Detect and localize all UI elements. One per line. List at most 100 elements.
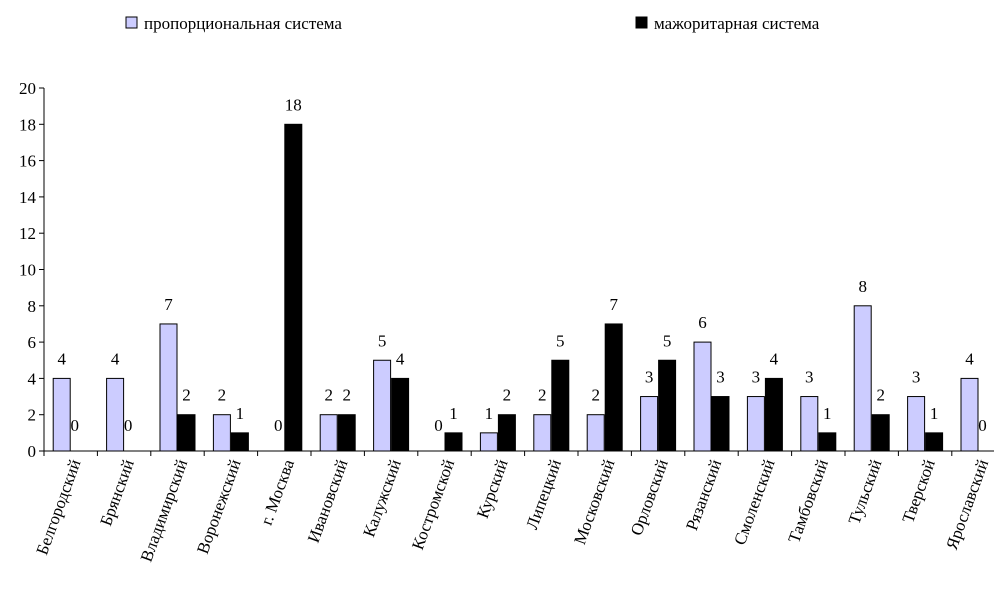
y-axis: 0 2 4 6 8 10 12 14 16 18 20 bbox=[19, 79, 45, 461]
bar-majoritarian bbox=[604, 323, 623, 452]
legend: пропорциональная система мажоритарная си… bbox=[125, 14, 820, 33]
x-category-label: Липецкий bbox=[522, 457, 565, 532]
bar-proportional bbox=[960, 377, 979, 452]
y-tick-label: 20 bbox=[19, 79, 36, 98]
value-label-majoritarian: 7 bbox=[609, 295, 618, 314]
value-label-proportional: 0 bbox=[274, 416, 283, 435]
value-label-majoritarian: 1 bbox=[930, 404, 939, 423]
y-tick-label: 16 bbox=[19, 152, 36, 171]
value-label-majoritarian: 4 bbox=[770, 349, 779, 368]
bar-proportional bbox=[853, 305, 872, 452]
bar-majoritarian bbox=[337, 414, 356, 452]
value-label-majoritarian: 5 bbox=[663, 331, 672, 350]
value-label-majoritarian: 2 bbox=[503, 386, 512, 405]
value-label-proportional: 8 bbox=[858, 277, 867, 296]
bar-proportional bbox=[586, 414, 605, 452]
x-category-label: Белгородский bbox=[32, 457, 84, 557]
value-label-proportional: 3 bbox=[805, 368, 814, 387]
value-label-majoritarian: 18 bbox=[285, 95, 302, 114]
x-category-label: Тверской bbox=[898, 457, 938, 526]
bar-proportional bbox=[746, 396, 765, 452]
y-tick-label: 2 bbox=[28, 406, 37, 425]
value-label-majoritarian: 2 bbox=[182, 386, 191, 405]
x-category-label: Воронежский bbox=[193, 457, 245, 556]
bar-majoritarian bbox=[658, 359, 677, 452]
value-label-proportional: 3 bbox=[912, 368, 921, 387]
x-category-label: Ивановский bbox=[304, 457, 352, 545]
value-label-proportional: 6 bbox=[698, 313, 707, 332]
x-category-label: Курский bbox=[473, 457, 512, 521]
bar-majoritarian bbox=[444, 432, 463, 452]
legend-swatch-majoritarian bbox=[635, 16, 648, 29]
bar-proportional bbox=[693, 341, 712, 452]
bar-majoritarian bbox=[925, 432, 944, 452]
value-label-majoritarian: 3 bbox=[716, 368, 725, 387]
bar-majoritarian bbox=[284, 123, 303, 452]
x-category-label: Калужский bbox=[359, 457, 405, 540]
y-tick-label: 6 bbox=[28, 333, 37, 352]
bar-majoritarian bbox=[818, 432, 837, 452]
legend-swatch-proportional bbox=[125, 16, 138, 29]
bar-majoritarian bbox=[764, 377, 783, 452]
value-label-proportional: 3 bbox=[752, 368, 761, 387]
y-tick-label: 12 bbox=[19, 224, 36, 243]
value-label-proportional: 3 bbox=[645, 368, 654, 387]
x-category-label: Рязанский bbox=[682, 457, 725, 533]
value-label-proportional: 0 bbox=[434, 416, 443, 435]
x-category-label: Ярославский bbox=[942, 457, 992, 552]
value-label-proportional: 5 bbox=[378, 331, 387, 350]
bar-proportional bbox=[319, 414, 338, 452]
value-label-proportional: 2 bbox=[591, 386, 600, 405]
value-label-proportional: 2 bbox=[324, 386, 333, 405]
legend-label-majoritarian: мажоритарная система bbox=[654, 14, 820, 33]
bar-proportional bbox=[212, 414, 231, 452]
x-category-label: Костромской bbox=[408, 457, 458, 552]
y-tick-label: 8 bbox=[28, 297, 37, 316]
value-label-majoritarian: 0 bbox=[124, 416, 133, 435]
bar-majoritarian bbox=[497, 414, 516, 452]
value-label-proportional: 2 bbox=[218, 386, 227, 405]
value-label-majoritarian: 0 bbox=[978, 416, 987, 435]
bar-majoritarian bbox=[391, 377, 410, 452]
bar-majoritarian bbox=[177, 414, 196, 452]
legend-label-proportional: пропорциональная система bbox=[144, 14, 342, 33]
x-axis bbox=[43, 450, 994, 456]
y-tick-label: 0 bbox=[28, 442, 37, 461]
value-label-majoritarian: 2 bbox=[342, 386, 351, 405]
y-tick-label: 4 bbox=[28, 369, 37, 388]
bar-proportional bbox=[106, 377, 125, 452]
x-category-label: Московский bbox=[570, 457, 618, 547]
x-category-label: Брянский bbox=[96, 457, 138, 529]
value-label-proportional: 4 bbox=[111, 349, 120, 368]
bar-proportional bbox=[52, 377, 71, 452]
x-category-label: Тамбовский bbox=[784, 457, 832, 546]
bar-majoritarian bbox=[230, 432, 249, 452]
value-label-majoritarian: 1 bbox=[449, 404, 458, 423]
bar-proportional bbox=[800, 396, 819, 452]
bar-majoritarian bbox=[711, 396, 730, 452]
value-label-majoritarian: 4 bbox=[396, 349, 405, 368]
value-label-majoritarian: 1 bbox=[823, 404, 832, 423]
value-label-majoritarian: 2 bbox=[876, 386, 885, 405]
bar-majoritarian bbox=[551, 359, 570, 452]
x-category-label: Тульский bbox=[845, 457, 886, 527]
bar-majoritarian bbox=[871, 414, 890, 452]
bar-proportional bbox=[533, 414, 552, 452]
x-category-label: Орловский bbox=[627, 457, 672, 538]
y-tick-label: 10 bbox=[19, 261, 36, 280]
x-category-label: г. Москва bbox=[257, 456, 298, 527]
bar-proportional bbox=[907, 396, 926, 452]
y-tick-label: 18 bbox=[19, 115, 36, 134]
bars bbox=[52, 123, 979, 452]
value-label-majoritarian: 1 bbox=[236, 404, 245, 423]
x-category-label: Владимирский bbox=[137, 457, 192, 565]
y-tick-label: 14 bbox=[19, 188, 37, 207]
x-category-label: Смоленский bbox=[730, 457, 778, 548]
value-label-proportional: 7 bbox=[164, 295, 173, 314]
value-label-proportional: 4 bbox=[57, 349, 66, 368]
value-label-proportional: 4 bbox=[965, 349, 974, 368]
bar-proportional bbox=[479, 432, 498, 452]
value-label-majoritarian: 5 bbox=[556, 331, 565, 350]
